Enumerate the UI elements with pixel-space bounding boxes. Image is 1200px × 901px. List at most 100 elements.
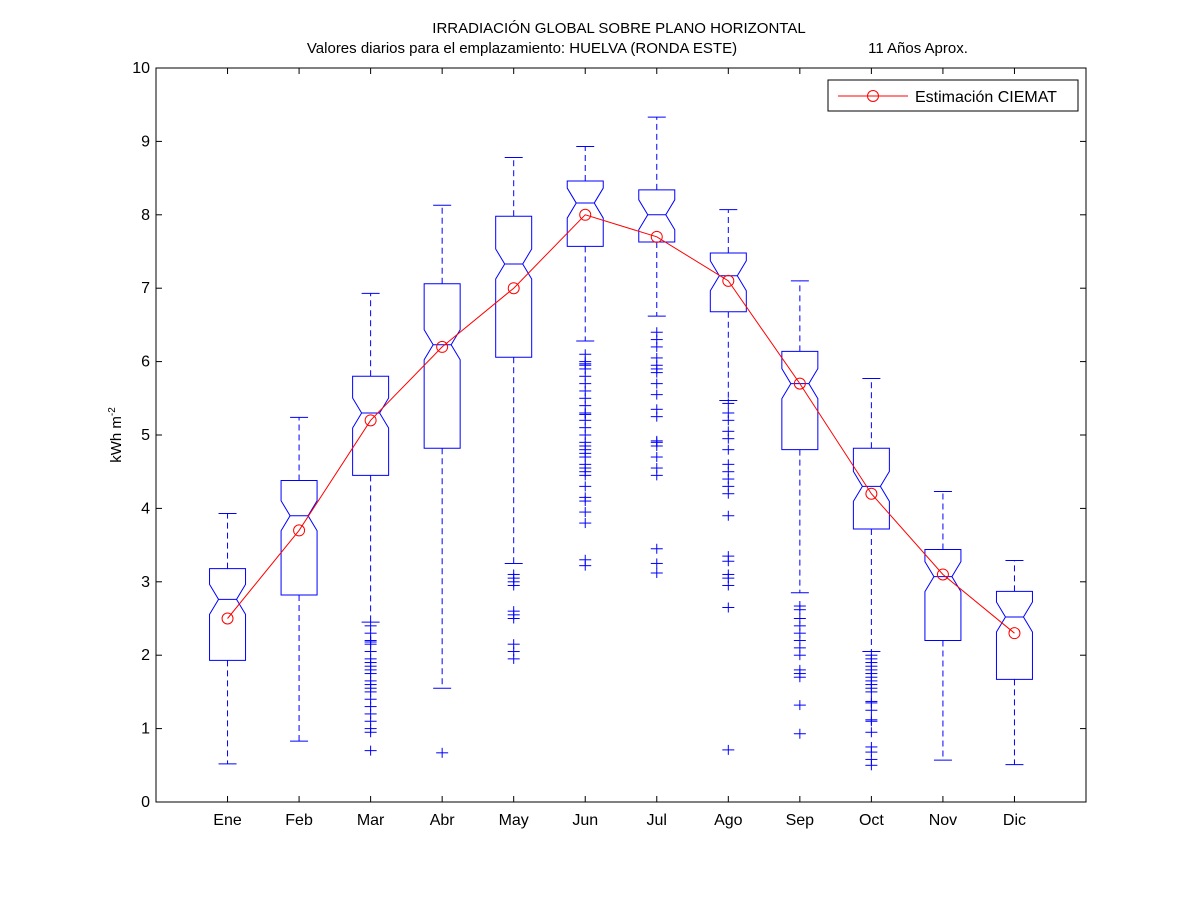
outlier-marker (865, 705, 878, 716)
box-mar (352, 292, 390, 756)
chart-subtitle-right: 11 Años Aprox. (868, 40, 968, 57)
outlier-marker (579, 507, 592, 518)
chart-title: IRRADIACIÓN GLOBAL SOBRE PLANO HORIZONTA… (432, 20, 805, 37)
outlier-marker (793, 728, 806, 739)
outlier-marker (793, 604, 806, 615)
box-body (852, 447, 890, 530)
series-point (865, 487, 878, 500)
box-body (495, 215, 533, 358)
box-ago (709, 209, 747, 755)
x-tick-label: May (499, 812, 529, 829)
outlier-marker (650, 543, 663, 554)
outlier-marker (722, 556, 735, 567)
legend: Estimación CIEMAT (827, 79, 1079, 112)
y-axis-label: kWh m-2 (107, 407, 125, 463)
outlier-marker (579, 496, 592, 507)
y-tick-label: 9 (141, 133, 150, 150)
series-point (293, 524, 306, 537)
y-tick-label: 2 (141, 647, 150, 664)
box-feb (280, 416, 318, 742)
box-abr (423, 204, 461, 758)
series-point (436, 340, 449, 353)
outlier-marker (364, 727, 377, 738)
x-tick-label: Jul (647, 812, 667, 829)
chart-subtitle: Valores diarios para el emplazamiento: H… (307, 40, 737, 57)
outlier-marker (722, 510, 735, 521)
legend-label: Estimación CIEMAT (915, 89, 1057, 106)
outlier-marker (722, 444, 735, 455)
y-axis-label-superscript: -2 (107, 407, 118, 416)
outlier-marker (364, 745, 377, 756)
outlier-marker (650, 367, 663, 378)
outlier-marker (722, 602, 735, 613)
outlier-marker (650, 441, 663, 452)
x-tick-label: Ago (714, 812, 743, 829)
y-tick-label: 3 (141, 574, 150, 591)
outlier-marker (650, 378, 663, 389)
outlier-marker (650, 567, 663, 578)
series-point (507, 282, 520, 295)
outlier-marker (865, 760, 878, 771)
box-body (781, 350, 819, 451)
outlier-marker (865, 727, 878, 738)
series-point (722, 274, 735, 287)
series-point (793, 377, 806, 390)
outlier-marker (722, 488, 735, 499)
box-body (280, 480, 318, 596)
outlier-marker (722, 744, 735, 755)
x-tick-label: Sep (786, 812, 815, 829)
box-dic (995, 560, 1033, 766)
outlier-marker (793, 650, 806, 661)
outlier-marker (793, 700, 806, 711)
box-jun (566, 146, 604, 571)
outlier-marker (650, 452, 663, 463)
box-nov (924, 491, 962, 761)
outlier-marker (507, 653, 520, 664)
x-tick-label: Jun (572, 812, 598, 829)
box-may (495, 157, 533, 664)
series-point (650, 230, 663, 243)
outlier-marker (865, 686, 878, 697)
outlier-marker (650, 411, 663, 422)
y-tick-label: 7 (141, 280, 150, 297)
outlier-marker (722, 415, 735, 426)
y-tick-label: 4 (141, 500, 150, 517)
box-body (209, 568, 247, 661)
outlier-marker (579, 470, 592, 481)
x-tick-label: Nov (929, 812, 957, 829)
outlier-marker (650, 558, 663, 569)
x-tick-label: Dic (1003, 812, 1026, 829)
plot-area (155, 67, 1087, 803)
box-body (566, 180, 604, 247)
x-tick-label: Ene (213, 812, 242, 829)
y-tick-label: 10 (132, 60, 150, 77)
series-point (936, 568, 949, 581)
boxes-group (209, 116, 1033, 771)
y-tick-label: 1 (141, 721, 150, 738)
y-axis-label-main: kWh m (108, 416, 125, 463)
outlier-marker (579, 560, 592, 571)
series-line (227, 214, 1015, 634)
box-body (423, 283, 461, 449)
outlier-marker (793, 672, 806, 683)
box-jul (638, 116, 676, 578)
box-ene (209, 513, 247, 765)
y-tick-label: 5 (141, 427, 150, 444)
legend-marker (867, 90, 879, 102)
x-axis: Ene Feb Mar Abr May Jun Jul Ago Sep Oct Nov Dic (213, 68, 1026, 829)
outlier-marker (650, 341, 663, 352)
box-body (709, 252, 747, 313)
box-body (995, 590, 1033, 680)
series-point (579, 208, 592, 221)
series-point (221, 612, 234, 625)
outlier-marker (579, 518, 592, 529)
outlier-marker (722, 398, 735, 409)
outlier-marker (650, 470, 663, 481)
x-tick-label: Oct (859, 812, 884, 829)
y-tick-label: 8 (141, 207, 150, 224)
box-sep (781, 280, 819, 739)
x-tick-label: Abr (430, 812, 456, 829)
box-body (638, 189, 676, 243)
outlier-marker (507, 580, 520, 591)
